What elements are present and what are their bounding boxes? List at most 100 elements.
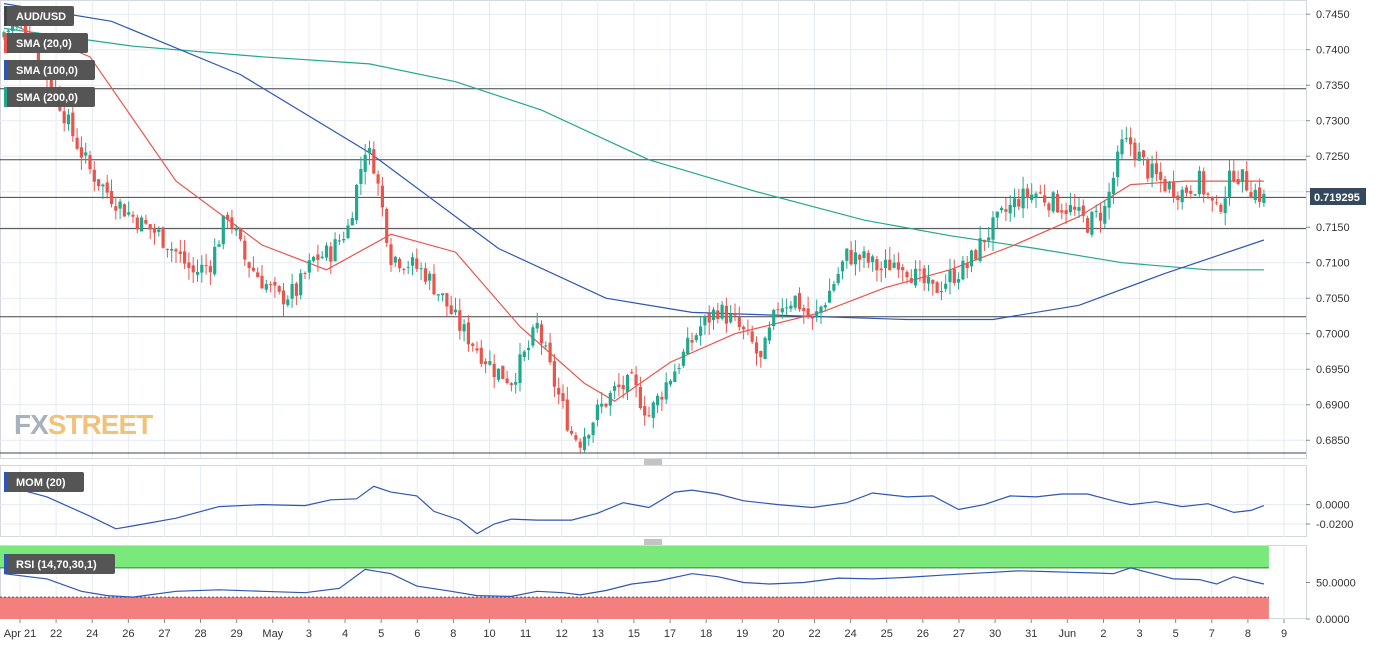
panel-splitter-2[interactable] (644, 539, 662, 545)
candle (208, 260, 212, 285)
date-label: 5 (378, 628, 384, 640)
rsi-series (3, 567, 1265, 598)
legend-aud-usd[interactable]: AUD/USD (4, 6, 74, 26)
candle (1030, 183, 1034, 204)
candle (574, 432, 578, 442)
candle (1249, 180, 1253, 199)
candle (402, 267, 406, 275)
candle (625, 373, 630, 401)
candle (914, 260, 918, 289)
mom-tick-label: 0.0000 (1316, 500, 1350, 512)
candle (862, 246, 866, 268)
date-label: 3 (1136, 628, 1142, 640)
mom-tick-label: -0.0200 (1316, 519, 1353, 531)
candle (703, 314, 707, 335)
price-tick-label: 0.6850 (1316, 435, 1350, 447)
candle (1047, 201, 1051, 217)
candle (952, 259, 956, 286)
candle (750, 325, 754, 344)
legend-sma-200[interactable]: SMA (200,0) (4, 87, 95, 107)
candle (1133, 138, 1137, 168)
candle (144, 214, 148, 226)
candle (582, 427, 587, 453)
candle (965, 255, 969, 279)
candle (651, 400, 655, 429)
candle (1008, 195, 1012, 222)
candle (591, 421, 595, 443)
candle (238, 227, 243, 242)
date-label: 26 (122, 628, 134, 640)
legend-sma-20[interactable]: SMA (20,0) (4, 33, 88, 53)
candle (570, 425, 574, 436)
candle (969, 249, 974, 273)
date-label: Apr 21 (4, 628, 36, 640)
price-tick-label: 0.6900 (1316, 400, 1350, 412)
candle (987, 227, 991, 248)
candle (617, 372, 621, 397)
candle (931, 279, 935, 296)
price-tick-label: 0.7050 (1316, 293, 1350, 305)
candle (1111, 171, 1115, 205)
candle (505, 370, 509, 385)
candle (514, 372, 518, 394)
candle (527, 340, 531, 360)
legend-mom[interactable]: MOM (20) (4, 472, 84, 492)
candle (415, 248, 419, 273)
candle (127, 201, 131, 217)
candle (522, 349, 526, 362)
candle (1086, 215, 1090, 234)
candle (165, 248, 169, 258)
candle (213, 238, 217, 277)
candle (1240, 169, 1244, 193)
candle (634, 366, 638, 398)
date-label: 6 (414, 628, 420, 640)
candle (1184, 184, 1189, 197)
candle (398, 256, 402, 273)
candle (453, 297, 458, 316)
legend-sma-100[interactable]: SMA (100,0) (4, 60, 95, 80)
candle (896, 252, 900, 278)
candle (681, 348, 685, 368)
candle (1167, 180, 1171, 194)
candle (789, 300, 793, 313)
rsi-overbought-band (0, 546, 1269, 568)
legend-rsi[interactable]: RSI (14,70,30,1) (4, 554, 115, 574)
candle (892, 254, 896, 269)
candle (918, 260, 922, 282)
candle (608, 390, 612, 416)
candle (84, 142, 88, 164)
candle (733, 303, 737, 321)
candle (991, 211, 995, 252)
candle (707, 305, 711, 335)
candle (122, 203, 126, 217)
candle (853, 240, 857, 276)
candle (1090, 210, 1094, 238)
candle (926, 264, 931, 292)
candle (888, 247, 892, 271)
candle (174, 247, 178, 263)
candle (62, 102, 66, 132)
date-label: 25 (881, 628, 893, 640)
panel-splitter-1[interactable] (644, 459, 662, 465)
candle (630, 368, 634, 375)
candle (329, 241, 333, 275)
candle (767, 321, 771, 345)
candle (273, 276, 277, 298)
candle (909, 269, 913, 284)
candle (961, 255, 965, 281)
candle (1129, 127, 1133, 157)
candle (200, 255, 204, 283)
candle (221, 215, 225, 250)
candle (600, 392, 604, 414)
candle (776, 302, 780, 317)
candle (578, 438, 582, 454)
candle (548, 332, 552, 365)
date-label: 24 (86, 628, 98, 640)
candle (277, 284, 281, 295)
candle (385, 207, 389, 248)
date-label: 29 (231, 628, 243, 640)
candle (905, 269, 909, 284)
candle (170, 242, 174, 263)
candle (131, 211, 135, 223)
candle (720, 300, 724, 321)
